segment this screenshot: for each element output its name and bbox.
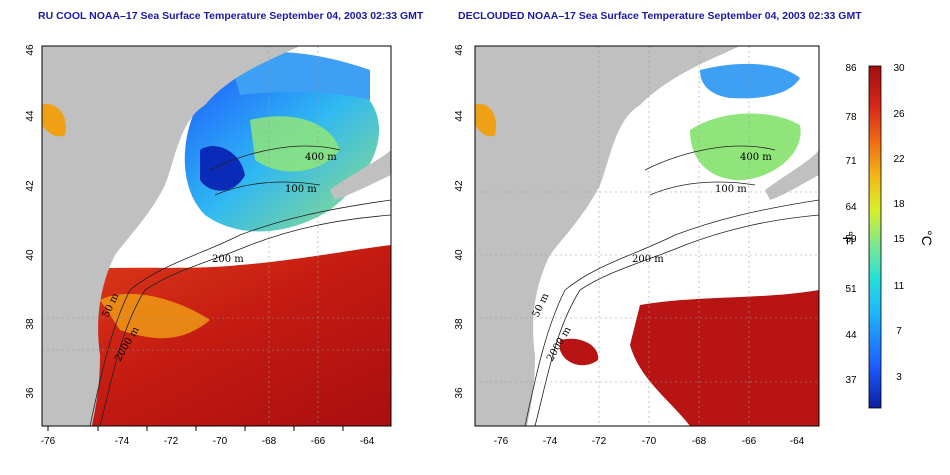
right-grid (475, 46, 819, 426)
left-contour-400m (209, 145, 341, 171)
colorbar-f-tick: 64 (845, 202, 857, 213)
left-contour-2000m (89, 199, 391, 426)
right-lake-patch (475, 104, 497, 137)
right-contour-label-100m: 100 m (715, 184, 747, 195)
right-contour-400m (644, 145, 776, 171)
right-cool-water (690, 113, 801, 181)
left-x-axis: -76 -74 -72 -70 -68 -66 -64 (41, 426, 375, 447)
colorbar-f-tick: 59 (845, 234, 857, 245)
colorbar-c-tick: 18 (893, 199, 905, 210)
left-warm-patch (100, 293, 210, 339)
colorbar-gradient (868, 65, 882, 409)
left-cool-water-north (230, 51, 370, 100)
left-panel-title: RU COOL NOAA–17 Sea Surface Temperature … (38, 10, 424, 22)
right-land-mass (475, 46, 740, 426)
left-y-tick: 38 (25, 318, 36, 330)
colorbar-f-tick: 37 (845, 375, 857, 386)
left-warm-water (42, 245, 391, 426)
right-warm-patch (560, 338, 599, 366)
colorbar-f-tick: 71 (845, 156, 857, 167)
left-y-tick: 42 (25, 180, 36, 192)
right-x-tick: -76 (494, 436, 509, 447)
left-shelf-water (250, 116, 340, 172)
right-map: 400 m 100 m 200 m 50 m 2000 m (475, 46, 819, 426)
colorbar-f-tick: 86 (845, 63, 857, 74)
left-x-tick: -72 (164, 436, 179, 447)
left-y-axis: 46 44 42 40 38 36 (25, 44, 36, 399)
left-grid (42, 46, 391, 426)
left-contour-200m (99, 214, 391, 426)
right-cool-water-north (700, 63, 800, 99)
right-y-axis: 46 44 42 40 38 36 (454, 44, 465, 399)
left-y-tick: 40 (25, 249, 36, 261)
left-y-tick: 44 (25, 110, 36, 122)
colorbar-c-tick: 7 (896, 326, 902, 337)
right-y-tick: 46 (454, 44, 465, 56)
colorbar-f-tick: 44 (845, 330, 857, 341)
left-x-tick: -74 (115, 436, 130, 447)
right-panel-title: DECLOUDED NOAA–17 Sea Surface Temperatur… (458, 10, 862, 22)
left-map: 400 m 100 m 200 m 50 m 2000 m (42, 46, 391, 426)
right-warm-water (630, 290, 819, 426)
right-contour-label-200m: 200 m (632, 254, 664, 265)
colorbar-f-tick: 78 (845, 112, 857, 123)
left-contour-100m (214, 181, 321, 196)
right-contour-2000m (524, 199, 819, 426)
right-x-tick: -68 (692, 436, 707, 447)
left-contour-label-400m: 400 m (305, 152, 337, 163)
colorbar-f-tick: 51 (845, 284, 857, 295)
left-x-tick: -68 (262, 436, 277, 447)
left-map-frame (41, 45, 392, 427)
colorbar-c-tick: 22 (893, 154, 905, 165)
right-x-tick: -64 (790, 436, 805, 447)
right-contour-200m (534, 214, 819, 426)
left-x-tick: -76 (41, 436, 56, 447)
right-contour-label-400m: 400 m (740, 152, 772, 163)
colorbar-c-tick: 3 (896, 372, 902, 383)
right-x-tick: -66 (742, 436, 757, 447)
colorbar-c-tick: 15 (893, 234, 905, 245)
left-y-tick: 46 (25, 44, 36, 56)
left-contour-label-200m: 200 m (212, 254, 244, 265)
colorbar-c-tick: 30 (893, 63, 905, 74)
left-nova-scotia (330, 150, 391, 200)
left-x-tick: -64 (360, 436, 375, 447)
right-map-frame (474, 45, 820, 427)
colorbar-celsius-label: °C (919, 230, 935, 246)
right-y-tick: 36 (454, 387, 465, 399)
colorbar: 86 78 71 64 59 51 44 37 30 26 22 18 15 1… (840, 63, 935, 409)
right-x-tick: -72 (592, 436, 607, 447)
left-cold-core (200, 146, 245, 191)
right-y-tick: 42 (454, 180, 465, 192)
left-lake-patch (42, 104, 66, 137)
right-y-tick: 38 (454, 318, 465, 330)
right-nova-scotia (765, 150, 819, 200)
right-y-tick: 44 (454, 110, 465, 122)
right-x-axis: -76 -74 -72 -70 -68 -66 -64 (494, 436, 805, 447)
colorbar-c-tick: 26 (893, 109, 905, 120)
left-y-tick: 36 (25, 387, 36, 399)
left-x-tick: -70 (213, 436, 228, 447)
colorbar-c-tick: 11 (894, 281, 905, 292)
colorbar-fahrenheit-label: °F (840, 231, 856, 245)
right-x-tick: -74 (543, 436, 558, 447)
left-land-mass (42, 46, 300, 426)
right-x-tick: -70 (642, 436, 657, 447)
right-contour-100m (649, 181, 756, 196)
right-y-tick: 40 (454, 249, 465, 261)
left-x-tick: -66 (311, 436, 326, 447)
left-contour-label-100m: 100 m (285, 184, 317, 195)
